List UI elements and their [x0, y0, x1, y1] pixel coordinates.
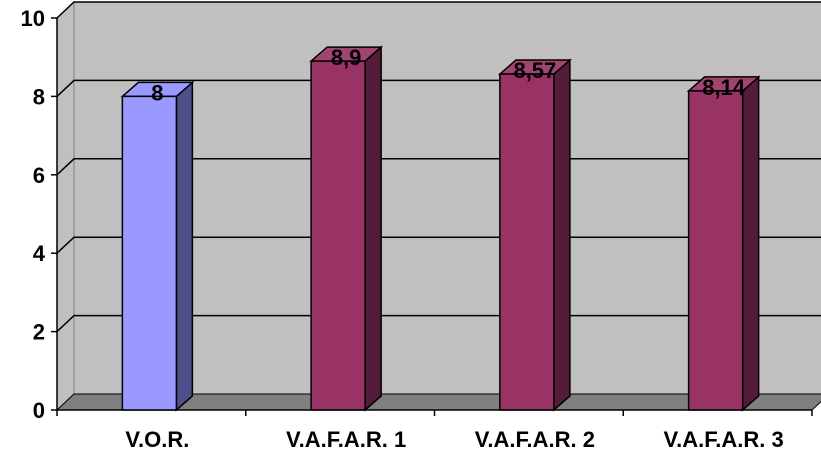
data-label: 8,57	[513, 58, 556, 83]
bar-side	[175, 80, 194, 412]
gridlines	[56, 1, 821, 333]
bars	[120, 45, 761, 412]
gridline	[56, 158, 821, 176]
data-label: 8	[151, 80, 163, 105]
gridline	[56, 79, 821, 97]
y-tick-label: 0	[33, 398, 45, 423]
gridline	[56, 314, 821, 333]
side-wall	[56, 0, 75, 412]
bar-front	[687, 90, 744, 411]
bar-4	[686, 75, 761, 412]
bar-front	[499, 73, 555, 411]
y-axis-tick-labels: 0 2 4 6 8 10	[21, 6, 46, 423]
bar-side	[741, 75, 760, 412]
bar-side	[553, 58, 571, 412]
x-category-label: V.O.R.	[125, 427, 189, 452]
axes	[51, 17, 813, 416]
data-labels: 8 8,9 8,57 8,14	[151, 45, 746, 105]
gridline	[56, 1, 821, 19]
y-tick-label: 8	[33, 84, 45, 109]
x-category-label: V.A.F.A.R. 3	[664, 427, 784, 452]
gridline	[56, 236, 821, 254]
bar-side	[364, 45, 382, 412]
bar-2	[309, 45, 384, 412]
y-tick-label: 6	[33, 163, 45, 188]
y-tick-label: 2	[33, 320, 45, 345]
bar-front	[310, 60, 366, 411]
chart-walls	[55, 0, 821, 412]
data-label: 8,9	[331, 45, 362, 70]
x-category-label: V.A.F.A.R. 1	[286, 427, 406, 452]
x-axis-category-labels: V.O.R. V.A.F.A.R. 1 V.A.F.A.R. 2 V.A.F.A.R.…	[125, 427, 783, 452]
x-category-label: V.A.F.A.R. 2	[475, 427, 595, 452]
data-label: 8,14	[702, 75, 746, 100]
y-tick-label: 4	[33, 241, 46, 266]
bar-front	[121, 95, 178, 411]
bar-3	[497, 58, 572, 412]
bar-1	[120, 80, 195, 412]
y-tick-label: 10	[21, 6, 45, 31]
